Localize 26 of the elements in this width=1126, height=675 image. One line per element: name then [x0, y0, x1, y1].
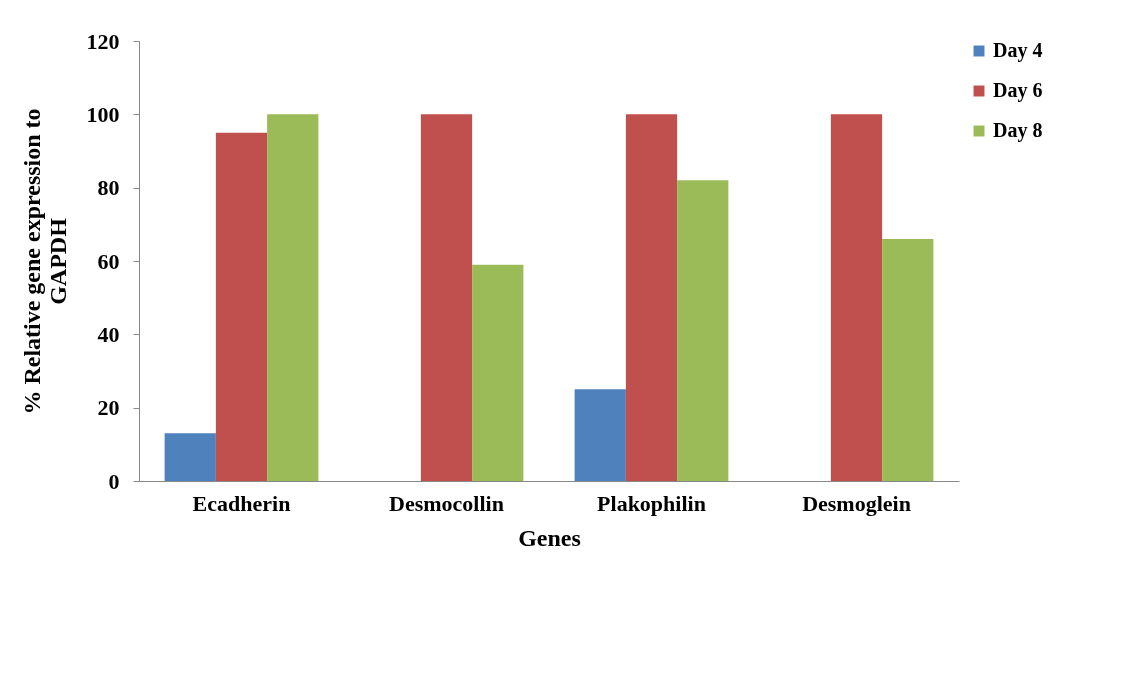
bar	[472, 264, 524, 481]
x-tick-label: Desmocollin	[389, 490, 504, 516]
x-tick-label: Desmoglein	[802, 490, 911, 516]
y-tick-label: 100	[86, 101, 120, 127]
bar	[830, 114, 883, 481]
y-tick-label: 120	[86, 28, 120, 54]
bar	[625, 114, 678, 481]
x-axis-title: Genes	[518, 524, 581, 551]
legend-label: Day 8	[993, 119, 1043, 142]
bar	[882, 239, 934, 481]
bar	[677, 180, 729, 481]
bar	[215, 132, 268, 481]
y-axis-title: % Relative gene expression to GAPDH	[18, 108, 71, 415]
bar	[420, 114, 473, 481]
x-tick-label: Ecadherin	[192, 490, 291, 516]
bar	[267, 114, 319, 481]
y-tick-label: 0	[108, 468, 120, 494]
y-tick-label: 80	[97, 175, 120, 201]
legend-label: Day 6	[993, 79, 1043, 102]
bar	[574, 389, 626, 481]
x-tick-label: Plakophilin	[597, 490, 706, 516]
y-tick-label: 20	[97, 395, 120, 421]
legend-label: Day 4	[993, 39, 1043, 62]
y-tick-label: 40	[97, 321, 120, 347]
y-tick-label: 60	[97, 248, 120, 274]
bar	[164, 433, 216, 481]
